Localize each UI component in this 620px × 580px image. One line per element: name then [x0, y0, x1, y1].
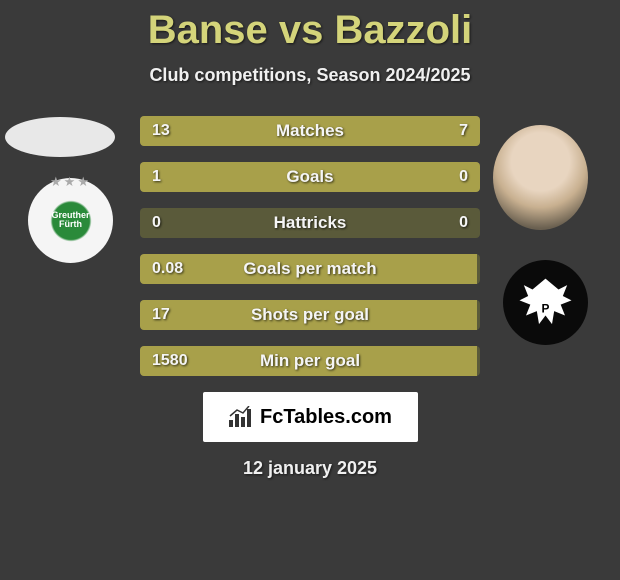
stat-row: 13Matches7: [140, 116, 480, 146]
brand-chart-icon: [228, 406, 254, 428]
stat-label: Matches: [140, 121, 480, 141]
stat-label: Goals per match: [140, 259, 480, 279]
player-right-avatar: [493, 125, 588, 230]
stat-value-right: 0: [459, 168, 468, 186]
club-right-crest: P: [513, 270, 578, 335]
snapshot-date: 12 january 2025: [0, 458, 620, 479]
brand-label: FcTables.com: [260, 406, 392, 429]
comparison-subtitle: Club competitions, Season 2024/2025: [0, 65, 620, 86]
brand-box[interactable]: FcTables.com: [203, 392, 418, 442]
stat-row: 0.08Goals per match: [140, 254, 480, 284]
stat-value-right: 7: [459, 122, 468, 140]
player-left-avatar: [5, 117, 115, 157]
club-left-label: Greuther Fürth: [51, 211, 89, 231]
club-left-stars-icon: ★★★: [50, 174, 91, 190]
club-right-badge: P: [503, 260, 588, 345]
comparison-title: Banse vs Bazzoli: [0, 0, 620, 53]
svg-text:P: P: [542, 301, 550, 315]
stat-label: Min per goal: [140, 351, 480, 371]
stat-label: Shots per goal: [140, 305, 480, 325]
club-left-crest: ★★★ Greuther Fürth: [42, 192, 100, 250]
stat-value-right: 0: [459, 214, 468, 232]
stat-label: Hattricks: [140, 213, 480, 233]
stat-row: 1580Min per goal: [140, 346, 480, 376]
eagle-icon: P: [513, 270, 578, 335]
club-left-badge: ★★★ Greuther Fürth: [28, 178, 113, 263]
stat-label: Goals: [140, 167, 480, 187]
stat-row: 0Hattricks0: [140, 208, 480, 238]
stat-row: 17Shots per goal: [140, 300, 480, 330]
stat-row: 1Goals0: [140, 162, 480, 192]
